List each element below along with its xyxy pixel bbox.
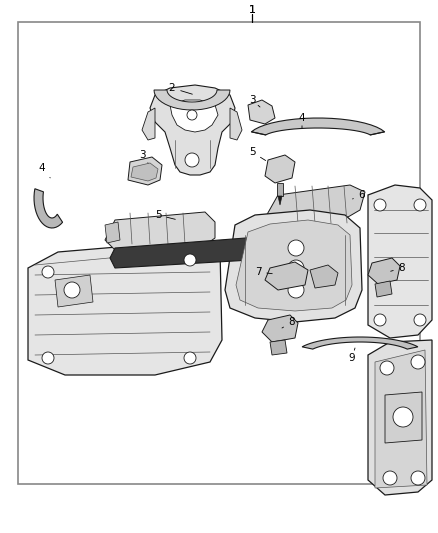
Circle shape: [411, 355, 425, 369]
Text: 6: 6: [353, 190, 365, 200]
Polygon shape: [277, 183, 283, 196]
Circle shape: [42, 352, 54, 364]
Circle shape: [411, 471, 425, 485]
Polygon shape: [375, 350, 427, 488]
Text: 9: 9: [349, 348, 355, 363]
Polygon shape: [248, 100, 275, 124]
Polygon shape: [278, 196, 282, 205]
Circle shape: [288, 282, 304, 298]
Polygon shape: [265, 262, 308, 290]
Circle shape: [414, 314, 426, 326]
Polygon shape: [230, 108, 242, 140]
Polygon shape: [150, 85, 235, 175]
Polygon shape: [385, 392, 422, 443]
Polygon shape: [28, 240, 222, 375]
Polygon shape: [142, 108, 155, 140]
Bar: [18, 22, 420, 484]
Polygon shape: [262, 315, 298, 342]
Text: 7: 7: [254, 267, 272, 277]
Text: 5: 5: [155, 210, 175, 220]
Polygon shape: [225, 210, 362, 322]
Polygon shape: [251, 118, 385, 135]
Polygon shape: [34, 189, 63, 228]
Text: 3: 3: [249, 95, 260, 107]
Circle shape: [184, 254, 196, 266]
Text: 4: 4: [299, 113, 305, 128]
Polygon shape: [310, 265, 338, 288]
Circle shape: [288, 260, 304, 276]
Polygon shape: [368, 185, 432, 338]
Circle shape: [380, 361, 394, 375]
Polygon shape: [105, 222, 120, 243]
Text: 2: 2: [169, 83, 192, 94]
Polygon shape: [270, 340, 287, 355]
Polygon shape: [154, 90, 230, 110]
Polygon shape: [302, 337, 418, 349]
Circle shape: [64, 282, 80, 298]
Circle shape: [374, 314, 386, 326]
Polygon shape: [265, 155, 295, 183]
Polygon shape: [236, 220, 352, 311]
Polygon shape: [110, 235, 290, 268]
Circle shape: [393, 407, 413, 427]
Text: 1: 1: [248, 5, 255, 15]
Polygon shape: [375, 281, 392, 297]
Polygon shape: [128, 157, 162, 185]
Circle shape: [414, 199, 426, 211]
Circle shape: [185, 153, 199, 167]
Text: 1: 1: [248, 5, 255, 15]
Circle shape: [184, 352, 196, 364]
Text: 4: 4: [39, 163, 50, 178]
Circle shape: [187, 110, 197, 120]
Polygon shape: [55, 275, 93, 307]
Circle shape: [288, 240, 304, 256]
Text: 8: 8: [282, 317, 295, 328]
Text: 5: 5: [249, 147, 265, 160]
Polygon shape: [170, 100, 218, 132]
Polygon shape: [368, 340, 432, 495]
Circle shape: [42, 266, 54, 278]
Circle shape: [383, 471, 397, 485]
Polygon shape: [265, 185, 365, 225]
Circle shape: [374, 199, 386, 211]
Polygon shape: [131, 163, 158, 181]
Polygon shape: [368, 258, 400, 284]
Polygon shape: [105, 212, 215, 250]
Text: 3: 3: [139, 150, 148, 163]
Text: 8: 8: [391, 263, 405, 273]
